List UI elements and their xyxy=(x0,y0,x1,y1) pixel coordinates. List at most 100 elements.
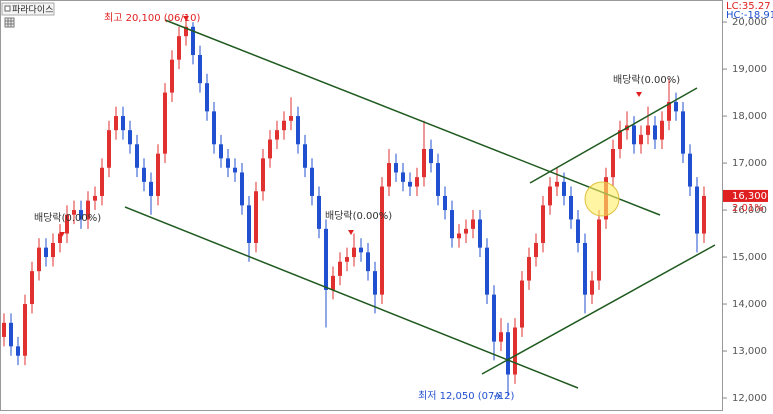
candle-body xyxy=(485,247,489,295)
candle-body xyxy=(184,26,188,37)
candle-body xyxy=(296,116,300,145)
candle-body xyxy=(121,116,125,131)
candle-body xyxy=(247,205,251,243)
candle-body xyxy=(520,280,524,328)
candle-body xyxy=(667,101,671,121)
candle-body xyxy=(660,120,664,140)
grid-icon-lines xyxy=(5,18,14,27)
candle-body xyxy=(506,332,510,375)
candle-body xyxy=(9,322,13,347)
candle-body xyxy=(310,167,314,196)
arrow xyxy=(494,392,501,400)
price-tag-label: 16,300 xyxy=(732,191,767,202)
candle-body xyxy=(541,205,545,243)
arrow xyxy=(348,230,354,235)
candle-body xyxy=(590,280,594,295)
candle-body xyxy=(205,83,209,112)
candle-body xyxy=(282,120,286,131)
candle-body xyxy=(240,172,244,206)
candle-body xyxy=(275,130,279,140)
y-tick-label: 16,000 xyxy=(732,205,767,216)
candle-body xyxy=(128,130,132,145)
candle-body xyxy=(443,195,447,211)
indicator-lc: LC:35.27 xyxy=(726,1,771,12)
candle-body xyxy=(345,257,349,262)
candle-body xyxy=(583,242,587,295)
icon xyxy=(4,5,11,12)
candle-body xyxy=(72,210,76,215)
candle-body xyxy=(527,257,531,281)
candle-body xyxy=(373,271,377,295)
arrow xyxy=(59,232,65,237)
candle-body xyxy=(324,228,328,290)
candle-body xyxy=(639,134,643,145)
candle-body xyxy=(268,139,272,159)
candle-body xyxy=(219,144,223,159)
candle-body xyxy=(170,59,174,93)
candle-body xyxy=(226,158,230,168)
candle-body xyxy=(23,304,27,356)
candle-body xyxy=(611,148,615,178)
candle-body xyxy=(254,191,258,243)
y-tick-label: 13,000 xyxy=(732,346,767,357)
candle-body xyxy=(212,111,216,145)
candle-body xyxy=(534,242,538,258)
candle-body xyxy=(688,153,692,187)
candle-body xyxy=(597,219,601,281)
candle-body xyxy=(338,261,342,276)
candle-body xyxy=(191,26,195,55)
candle-body xyxy=(401,172,405,182)
candle-body xyxy=(163,92,167,154)
candle-body xyxy=(16,346,20,356)
y-tick-label: 18,000 xyxy=(732,111,767,122)
trendline xyxy=(481,244,716,375)
candle-body xyxy=(2,322,6,337)
arrow xyxy=(183,16,189,21)
candle-body xyxy=(576,219,580,243)
candle-body xyxy=(380,186,384,295)
candle-body xyxy=(233,167,237,173)
high-annotation: 최고 20,100 (06/10) xyxy=(104,12,200,24)
title-box[interactable] xyxy=(1,2,55,16)
candle-body xyxy=(646,125,650,135)
candle-body xyxy=(422,148,426,178)
candle-body xyxy=(86,200,90,220)
trendline xyxy=(529,87,698,184)
candle-body xyxy=(695,186,699,234)
candle-body xyxy=(100,167,104,196)
candle-body xyxy=(142,167,146,182)
candle-body xyxy=(471,219,475,229)
candle-body xyxy=(394,163,398,173)
trendlines xyxy=(124,19,716,389)
candle-body xyxy=(464,228,468,234)
candle-body xyxy=(366,252,370,272)
candle-body xyxy=(429,148,433,164)
candle-body xyxy=(289,116,293,121)
trendline xyxy=(164,19,661,216)
y-tick-label: 17,000 xyxy=(732,158,767,169)
candle-body xyxy=(681,111,685,154)
low-annotation: 최저 12,050 (07/12) xyxy=(418,390,514,402)
y-tick-label: 20,000 xyxy=(732,17,767,28)
candle-body xyxy=(79,210,83,220)
candle-body xyxy=(331,275,335,290)
candle-body xyxy=(492,294,496,342)
candle-body xyxy=(408,181,412,187)
y-tick-label: 19,000 xyxy=(732,64,767,75)
arrow xyxy=(636,92,642,97)
y-tick-label: 14,000 xyxy=(732,299,767,310)
candle-body xyxy=(107,130,111,168)
candle-body xyxy=(478,219,482,248)
price-tag xyxy=(723,189,768,202)
dividend-label: 배당락(0.00%) xyxy=(34,212,101,224)
grid-icon[interactable] xyxy=(4,17,15,28)
candle-body xyxy=(674,101,678,112)
candle-body xyxy=(58,233,62,243)
candle-body xyxy=(261,158,265,192)
candle-body xyxy=(632,125,636,145)
candle-body xyxy=(93,195,97,201)
candle-body xyxy=(569,195,573,220)
candle-body xyxy=(653,125,657,140)
